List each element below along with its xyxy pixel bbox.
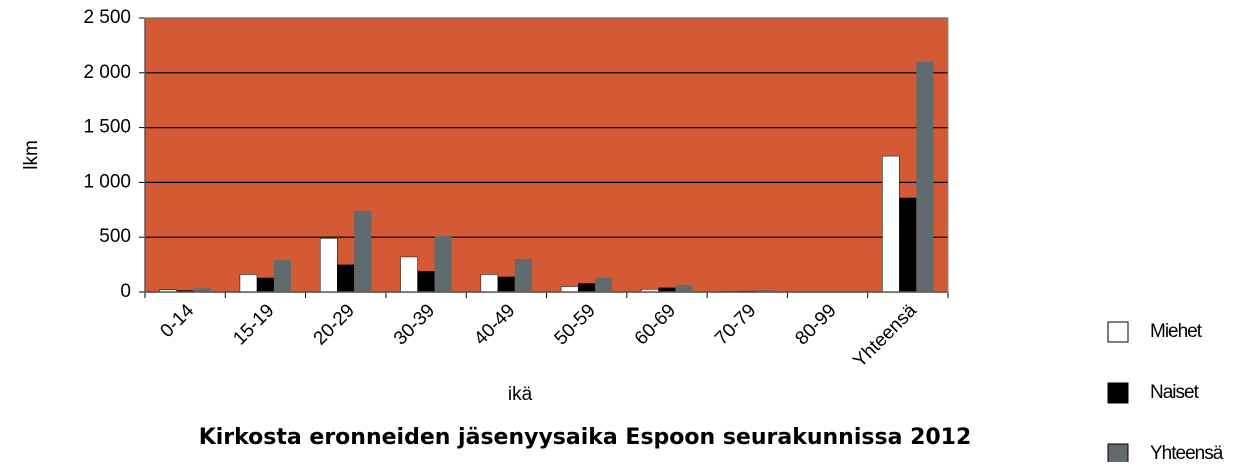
- bar: [354, 210, 372, 292]
- bar: [176, 290, 194, 292]
- x-tick-label: 60-69: [631, 300, 680, 349]
- bar: [658, 287, 676, 292]
- x-tick-label: Yhteensä: [849, 300, 921, 372]
- y-tick-label: 0: [120, 281, 131, 302]
- bar: [755, 290, 773, 292]
- bar: [899, 197, 917, 292]
- bar: [193, 288, 211, 292]
- bar: [337, 264, 355, 292]
- x-axis-label: ikä: [508, 384, 533, 405]
- y-axis-label: lkm: [21, 140, 42, 170]
- bar: [256, 277, 274, 292]
- legend-swatch: [1107, 382, 1129, 404]
- x-tick-label: 30-39: [390, 300, 439, 349]
- bar: [434, 236, 452, 292]
- bar: [916, 61, 934, 293]
- y-tick-label: 2 000: [83, 62, 131, 83]
- bar: [480, 274, 499, 293]
- bar: [417, 271, 435, 292]
- bar: [882, 155, 900, 293]
- bar: [497, 276, 515, 292]
- x-tick-label: 15-19: [229, 300, 278, 349]
- x-tick-label: 50-59: [551, 300, 600, 349]
- y-tick-label: 2 500: [83, 7, 131, 28]
- bar: [273, 260, 291, 292]
- y-tick-label: 500: [99, 226, 131, 247]
- bar: [400, 256, 418, 293]
- y-tick-label: 1 500: [83, 117, 131, 138]
- y-tick-label: 1 000: [83, 171, 131, 192]
- bar: [514, 259, 532, 292]
- x-tick-label: 20-29: [310, 300, 359, 349]
- legend-label: Naiset: [1150, 382, 1200, 403]
- x-tick-label: 40-49: [470, 300, 519, 349]
- plot-background: [145, 18, 948, 292]
- bar: [578, 283, 596, 292]
- legend-swatch: [1107, 321, 1129, 343]
- bar: [239, 274, 258, 293]
- legend-label: Yhteensä: [1150, 443, 1224, 462]
- bar: [675, 284, 693, 292]
- bar: [320, 238, 338, 293]
- chart-title: Kirkosta eronneiden jäsenyysaika Espoon …: [199, 425, 972, 450]
- bar: [595, 277, 613, 292]
- bar: [560, 286, 579, 293]
- legend-label: Miehet: [1150, 321, 1203, 342]
- legend-swatch: [1107, 443, 1129, 465]
- x-tick-label: 70-79: [711, 300, 760, 349]
- x-tick-label: 80-99: [791, 300, 840, 349]
- x-tick-label: 0-14: [156, 300, 198, 342]
- plot-border: [144, 17, 949, 293]
